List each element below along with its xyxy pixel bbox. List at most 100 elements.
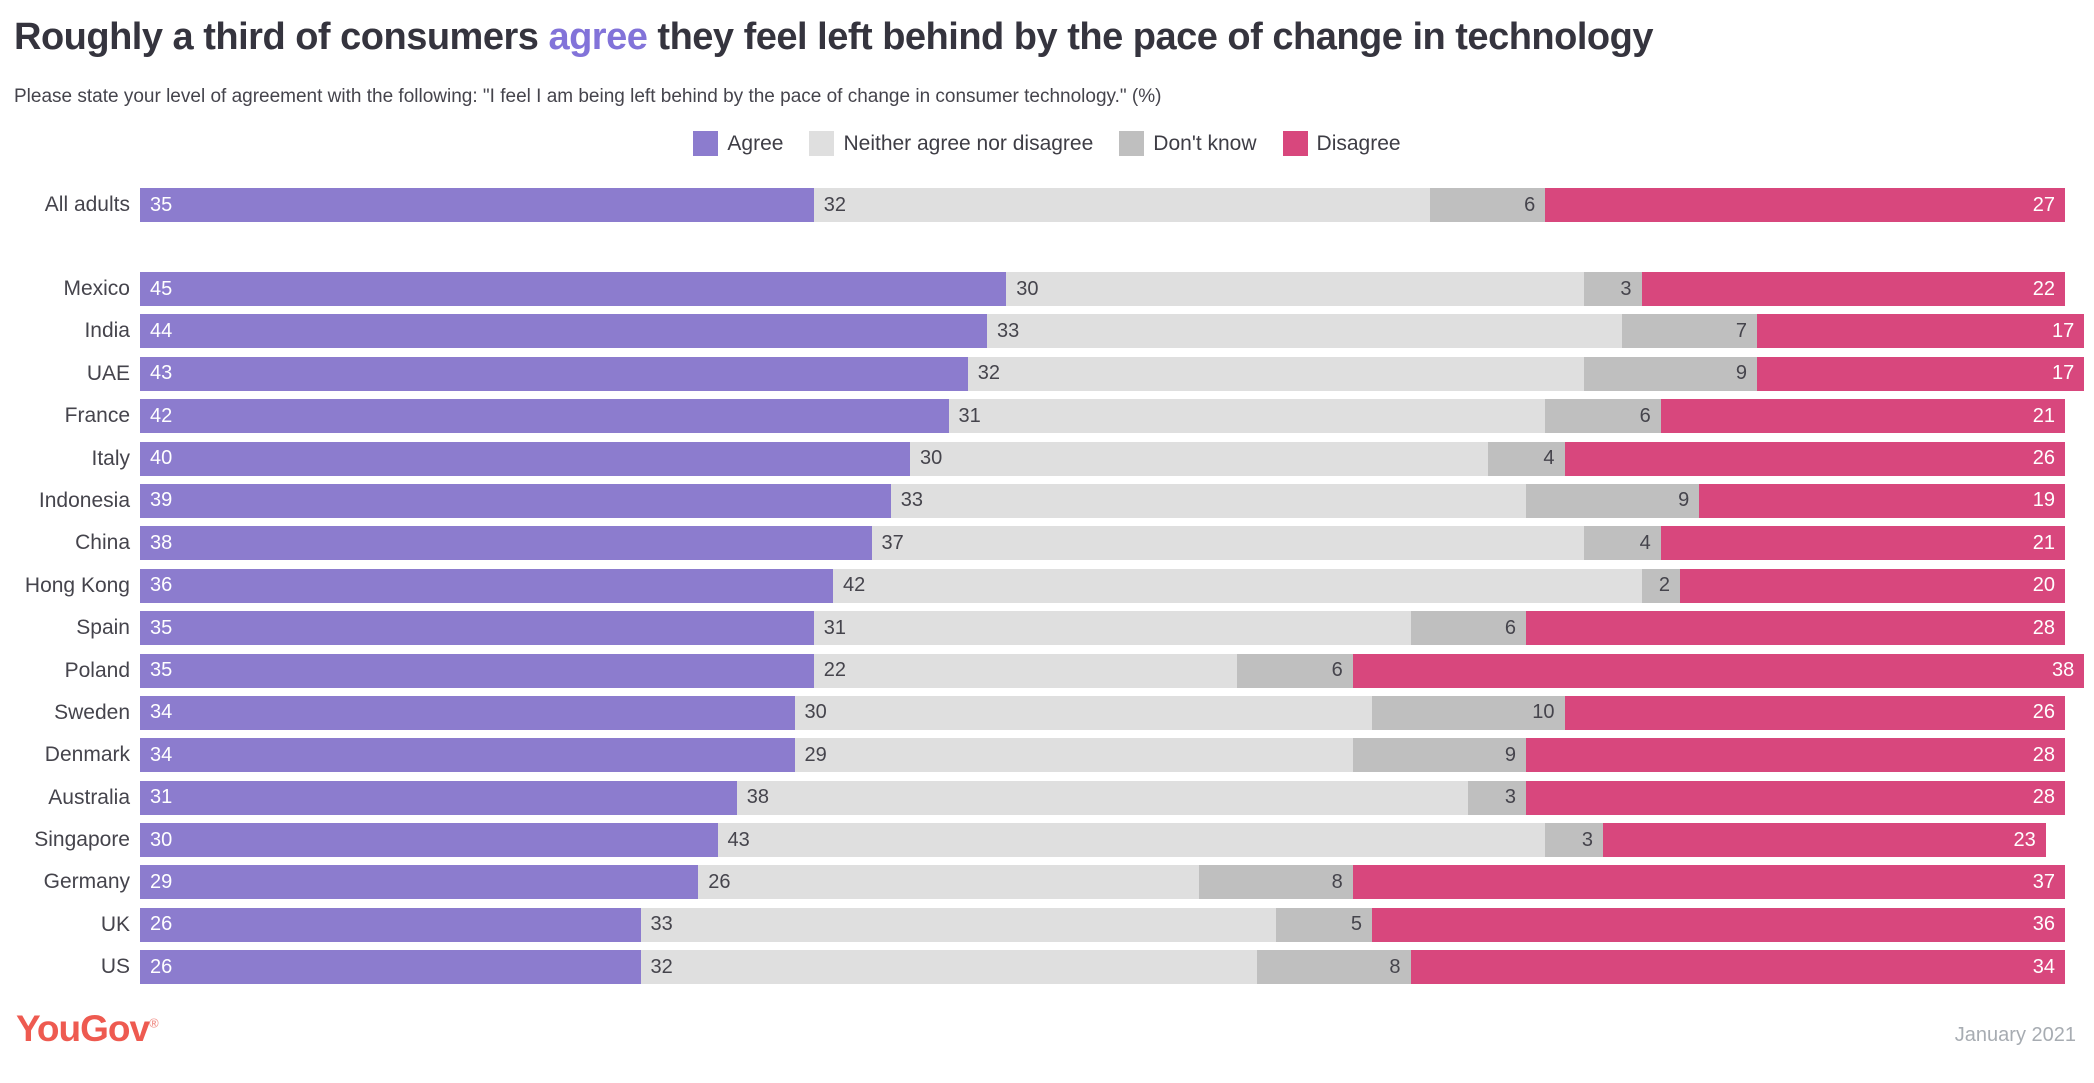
- bar-segment-agree: 45: [140, 272, 1007, 306]
- bar-segment-don-t-know: 8: [1198, 865, 1353, 900]
- row-label: Hong Kong: [24, 573, 130, 597]
- bar-segment-agree: 44: [140, 314, 987, 349]
- bar-segment-disagree: 17: [1757, 356, 2085, 391]
- row-label: Germany: [43, 870, 130, 894]
- registered-trademark-icon: ®: [149, 1015, 159, 1031]
- bar-value-label: 20: [2032, 574, 2055, 597]
- bar-segment-disagree: 34: [1410, 950, 2065, 985]
- row-label: Mexico: [63, 277, 130, 300]
- row-label: UAE: [86, 361, 130, 385]
- bar-value-label: 26: [2032, 447, 2055, 470]
- legend-item: Neither agree nor disagree: [809, 131, 1093, 156]
- bar-segment-disagree: 26: [1564, 441, 2065, 476]
- bar-track: 34 29 9 28: [140, 738, 2065, 773]
- row-label: Spain: [76, 616, 130, 640]
- bar-value-label: 26: [708, 870, 731, 893]
- row-label: India: [84, 319, 130, 343]
- chart-subtitle: Please state your level of agreement wit…: [14, 86, 1162, 107]
- chart-row: UAE 43 32 9 17: [0, 356, 2094, 391]
- bar-segment-don-t-know: 10: [1372, 695, 1565, 730]
- bar-segment-neither-agree-nor-disagree: 26: [698, 865, 1199, 900]
- chart-row: Australia 31 38 3 28: [0, 780, 2094, 815]
- bar-segment-disagree: 19: [1699, 483, 2065, 518]
- row-label: All adults: [44, 193, 130, 216]
- legend-label: Don't know: [1153, 131, 1257, 155]
- bar-value-label: 4: [1543, 447, 1555, 470]
- bar-track: 45 30 3 22: [140, 272, 2065, 306]
- row-label: US: [100, 955, 130, 979]
- bar-segment-don-t-know: 9: [1352, 738, 1526, 773]
- bar-value-label: 27: [2032, 193, 2055, 216]
- row-label: Denmark: [44, 743, 130, 767]
- row-label: China: [75, 531, 130, 555]
- bar-value-label: 7: [1735, 319, 1747, 342]
- bar-value-label: 37: [881, 531, 904, 554]
- bar-segment-disagree: 36: [1372, 907, 2065, 942]
- bar-segment-don-t-know: 9: [1583, 356, 1757, 391]
- legend-item: Don't know: [1119, 131, 1257, 156]
- legend-swatch-icon: [693, 131, 719, 156]
- bar-value-label: 6: [1504, 616, 1516, 639]
- bar-track: 38 37 4 21: [140, 526, 2065, 561]
- bar-segment-don-t-know: 5: [1275, 907, 1372, 942]
- legend-label: Neither agree nor disagree: [843, 131, 1094, 155]
- chart-row: Indonesia 39 33 9 19: [0, 483, 2094, 518]
- page-title: Roughly a third of consumers agree they …: [14, 16, 1653, 59]
- bar-track: 34 30 10 26: [140, 695, 2065, 730]
- row-label: Indonesia: [38, 488, 130, 512]
- bar-value-label: 33: [900, 489, 923, 512]
- bar-segment-don-t-know: 4: [1487, 441, 1565, 476]
- bar-value-label: 17: [2052, 319, 2075, 342]
- bar-segment-disagree: 22: [1641, 272, 2065, 306]
- bar-segment-don-t-know: 4: [1583, 526, 1661, 561]
- legend-label: Disagree: [1316, 131, 1401, 155]
- legend-label: Agree: [727, 131, 784, 155]
- bar-segment-neither-agree-nor-disagree: 30: [794, 695, 1372, 730]
- bar-value-label: 35: [150, 193, 173, 216]
- bar-value-label: 6: [1639, 404, 1651, 427]
- chart-row: Poland 35 22 6 38: [0, 653, 2094, 688]
- bar-segment-don-t-know: 6: [1545, 399, 1661, 434]
- bar-value-label: 32: [977, 362, 1000, 385]
- bar-value-label: 34: [150, 701, 173, 724]
- bar-value-label: 4: [1639, 531, 1651, 554]
- bar-value-label: 31: [958, 404, 981, 427]
- chart-row: Hong Kong 36 42 2 20: [0, 568, 2094, 603]
- bar-value-label: 17: [2052, 362, 2075, 385]
- bar-track: 26 32 8 34: [140, 950, 2065, 985]
- bar-segment-agree: 35: [140, 188, 814, 222]
- bar-track: 39 33 9 19: [140, 483, 2065, 518]
- chart-row: India 44 33 7 17: [0, 314, 2094, 349]
- bar-segment-agree: 26: [140, 907, 641, 942]
- bar-segment-agree: 39: [140, 483, 891, 518]
- bar-value-label: 28: [2032, 743, 2055, 766]
- title-highlight: agree: [548, 16, 648, 58]
- chart-legend: Agree Neither agree nor disagree Don't kno…: [0, 131, 2094, 156]
- chart-row: UK 26 33 5 36: [0, 907, 2094, 942]
- bar-value-label: 31: [823, 616, 846, 639]
- bar-value-label: 43: [150, 362, 173, 385]
- row-label: Sweden: [54, 700, 130, 724]
- bar-value-label: 30: [804, 701, 827, 724]
- bar-value-label: 32: [650, 955, 673, 978]
- bar-value-label: 22: [2032, 277, 2055, 300]
- bar-track: 35 22 6 38: [140, 653, 2085, 688]
- bar-value-label: 26: [150, 913, 173, 936]
- bar-value-label: 40: [150, 447, 173, 470]
- bar-segment-disagree: 28: [1526, 780, 2065, 815]
- legend-item: Agree: [693, 131, 783, 156]
- bar-value-label: 30: [1016, 277, 1039, 300]
- bar-value-label: 43: [727, 828, 750, 851]
- bar-segment-agree: 26: [140, 950, 641, 985]
- bar-segment-agree: 40: [140, 441, 910, 476]
- bar-value-label: 9: [1504, 743, 1516, 766]
- bar-segment-neither-agree-nor-disagree: 33: [640, 907, 1276, 942]
- bar-segment-neither-agree-nor-disagree: 33: [890, 483, 1526, 518]
- chart-row: US 26 32 8 34: [0, 950, 2094, 985]
- row-label: Australia: [48, 785, 130, 809]
- bar-value-label: 42: [843, 574, 866, 597]
- chart-row: Italy 40 30 4 26: [0, 441, 2094, 476]
- bar-segment-disagree: 20: [1680, 568, 2065, 603]
- bar-segment-don-t-know: 2: [1641, 568, 1680, 603]
